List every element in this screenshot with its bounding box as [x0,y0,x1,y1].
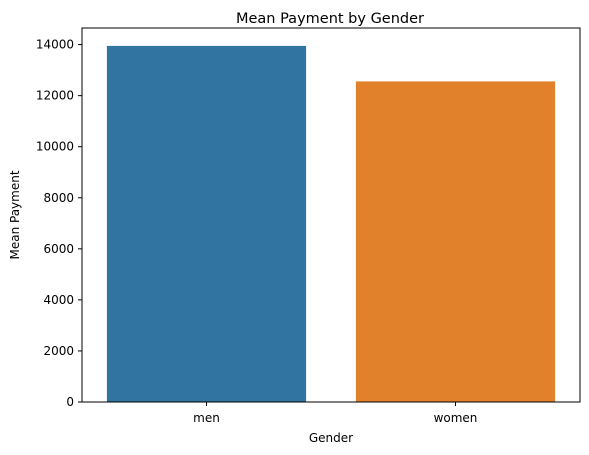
bar-women [355,81,556,403]
y-tick-label-8000: 8000 [43,191,74,205]
y-tick-label-10000: 10000 [36,140,74,154]
y-tick-label-14000: 14000 [36,38,74,52]
bars-group [106,45,556,403]
chart-title: Mean Payment by Gender [236,11,424,27]
x-axis: men women [193,402,477,425]
y-axis: 0 2000 4000 6000 8000 10000 12000 14000 [36,38,82,409]
x-tick-label-women: women [434,411,478,425]
y-axis-label: Mean Payment [8,170,22,259]
y-tick-label-4000: 4000 [43,293,74,307]
x-tick-label-men: men [193,411,220,425]
y-tick-label-0: 0 [66,395,74,409]
y-tick-label-12000: 12000 [36,89,74,103]
bar-men [106,45,307,403]
y-tick-label-6000: 6000 [43,242,74,256]
plot-frame [81,27,581,403]
x-axis-label: Gender [309,431,353,445]
y-tick-label-2000: 2000 [43,344,74,358]
